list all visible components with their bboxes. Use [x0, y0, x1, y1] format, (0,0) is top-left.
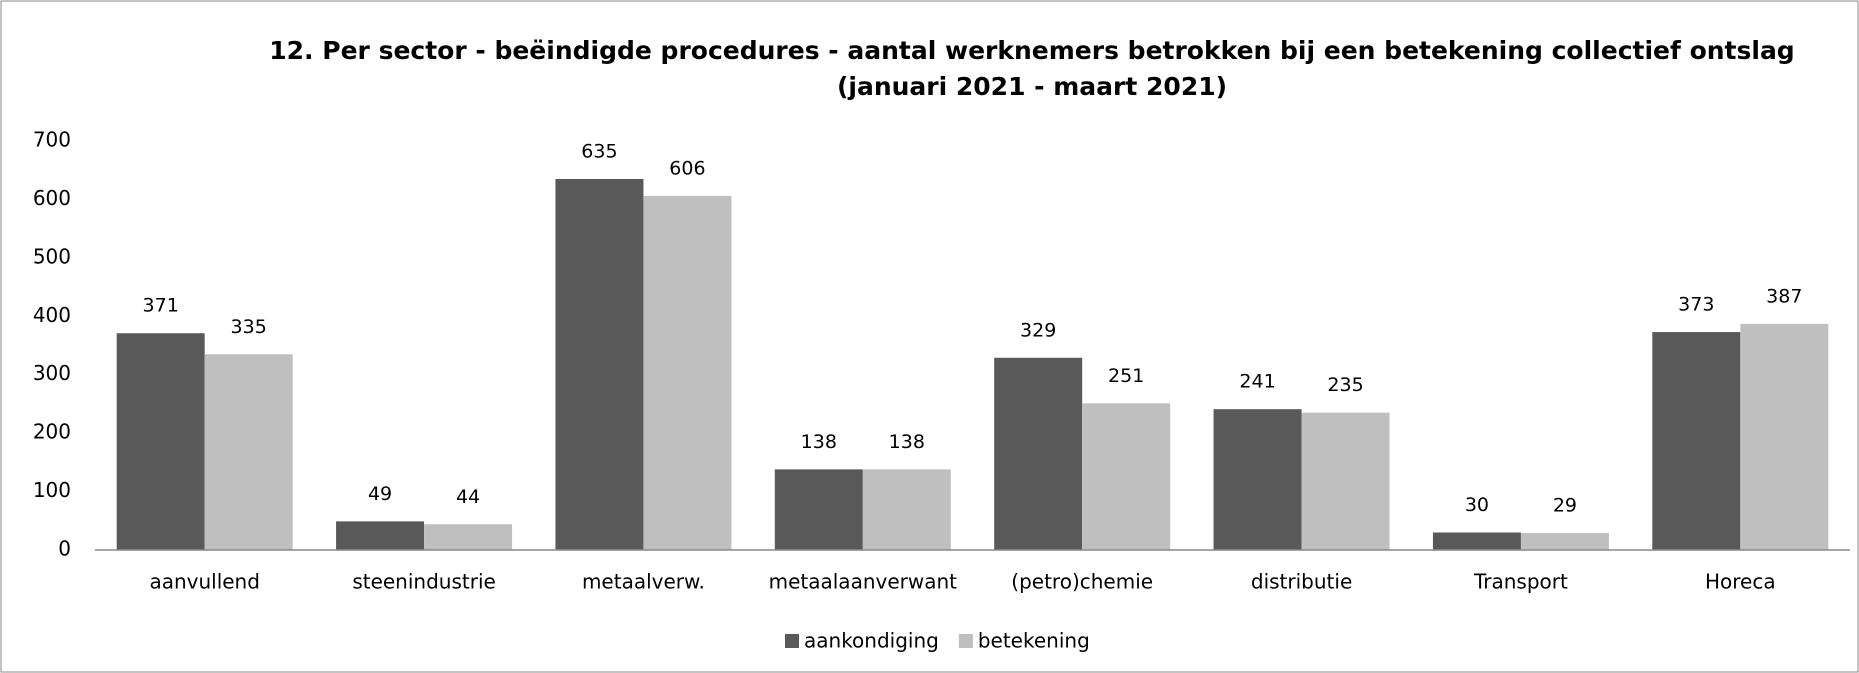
- value-label: 49: [368, 483, 392, 505]
- x-tick-label: Transport: [1473, 570, 1568, 594]
- bar: [1213, 409, 1302, 550]
- bar: [1301, 412, 1390, 550]
- bar: [1082, 403, 1171, 550]
- y-tick-label: 0: [58, 537, 71, 561]
- y-tick-label: 700: [33, 128, 71, 152]
- legend-label: betekening: [978, 629, 1090, 653]
- x-tick-label: steenindustrie: [352, 570, 496, 594]
- y-tick-label: 600: [33, 186, 71, 210]
- value-label: 235: [1327, 374, 1363, 396]
- bar: [643, 195, 732, 550]
- value-label: 371: [143, 295, 179, 317]
- value-label: 329: [1020, 319, 1056, 341]
- bar: [774, 469, 863, 550]
- bar: [204, 354, 293, 550]
- value-label: 29: [1553, 495, 1577, 517]
- legend-label: aankondiging: [804, 629, 939, 653]
- bar: [1432, 532, 1521, 550]
- value-label: 335: [231, 316, 267, 338]
- bar: [555, 178, 644, 550]
- x-tick-label: (petro)chemie: [1011, 570, 1153, 594]
- value-label: 30: [1465, 494, 1489, 516]
- value-label: 373: [1678, 294, 1714, 316]
- y-tick-label: 300: [33, 361, 71, 385]
- y-tick-label: 400: [33, 303, 71, 327]
- bar: [1652, 332, 1741, 550]
- x-tick-label: Horeca: [1705, 570, 1776, 594]
- bar: [1740, 323, 1829, 550]
- y-tick-label: 500: [33, 244, 71, 268]
- value-label: 44: [456, 486, 480, 508]
- value-label: 606: [669, 157, 705, 179]
- x-tick-label: aanvullend: [149, 570, 260, 594]
- bar: [994, 357, 1083, 550]
- x-tick-label: distributie: [1251, 570, 1352, 594]
- chart-subtitle: (januari 2021 - maart 2021): [837, 72, 1227, 101]
- x-tick-label: metaalverw.: [582, 570, 705, 594]
- bar: [336, 521, 425, 550]
- value-label: 635: [581, 140, 617, 162]
- x-tick-label: metaalaanverwant: [769, 570, 958, 594]
- bar: [116, 333, 205, 550]
- chart-title: 12. Per sector - beëindigde procedures -…: [269, 36, 1794, 65]
- legend-swatch: [958, 634, 973, 648]
- value-label: 138: [801, 431, 837, 453]
- value-label: 138: [889, 431, 925, 453]
- value-label: 241: [1239, 371, 1275, 393]
- bar: [1520, 533, 1609, 550]
- y-tick-label: 100: [33, 478, 71, 502]
- value-label: 387: [1766, 285, 1802, 307]
- bar: [424, 524, 513, 550]
- legend-swatch: [785, 634, 799, 648]
- y-tick-label: 200: [33, 420, 71, 444]
- bar: [862, 469, 951, 550]
- value-label: 251: [1108, 365, 1144, 387]
